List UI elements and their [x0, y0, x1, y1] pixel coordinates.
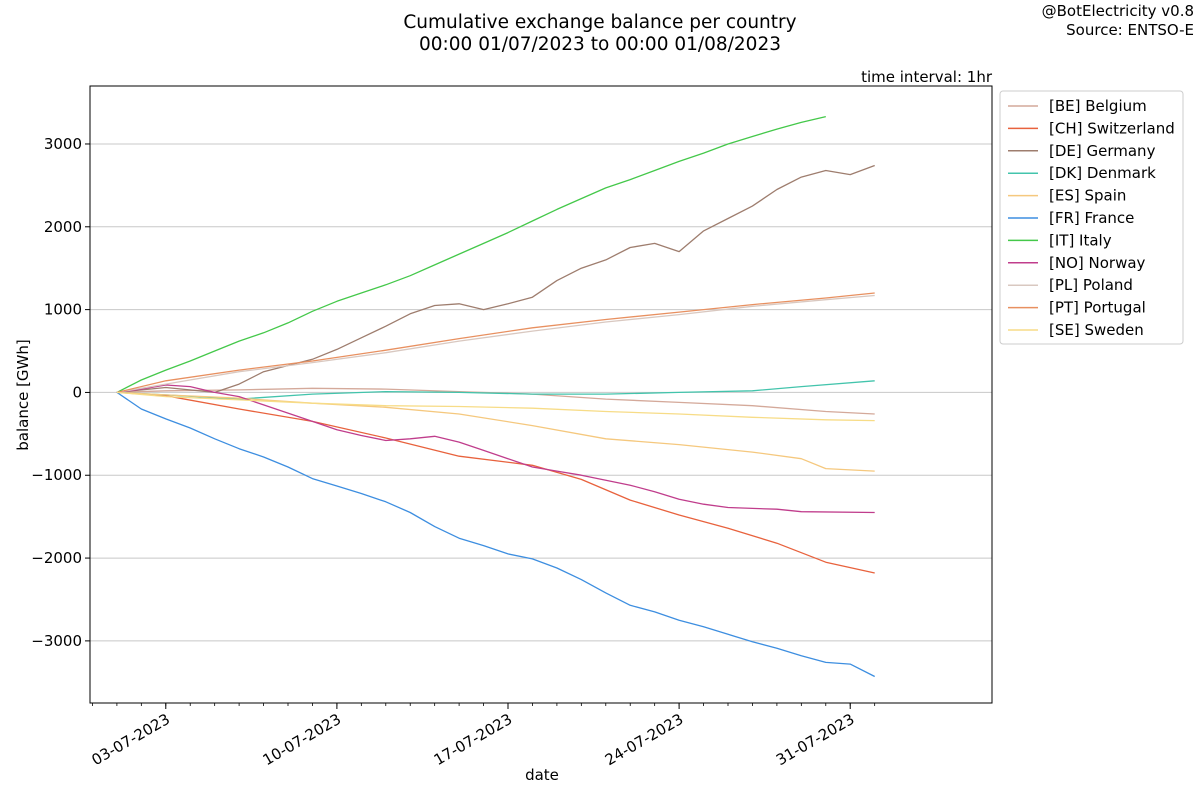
x-tick-label: 31-07-2023	[773, 710, 858, 769]
series-line-fr-france	[116, 391, 875, 678]
legend-label-be-belgium: [BE] Belgium	[1049, 97, 1147, 115]
grid	[90, 143, 992, 642]
legend-box	[999, 90, 1184, 345]
series-line-pt-portugal	[116, 292, 875, 394]
credit-line-2: Source: ENTSO-E	[1066, 21, 1194, 39]
x-tick-label: 24-07-2023	[602, 710, 687, 769]
legend-label-pt-portugal: [PT] Portugal	[1049, 299, 1146, 317]
series-line-it-italy	[116, 115, 826, 393]
legend-label-se-sweden: [SE] Sweden	[1049, 321, 1144, 339]
legend-label-no-norway: [NO] Norway	[1049, 254, 1146, 272]
series-line-es-spain	[116, 391, 875, 472]
y-tick-label: −3000	[31, 632, 82, 650]
title-line-1: Cumulative exchange balance per country	[403, 12, 797, 33]
series-line-pl-poland	[116, 294, 875, 394]
x-tick-label: 17-07-2023	[431, 710, 516, 769]
legend-label-es-spain: [ES] Spain	[1049, 187, 1126, 205]
legend: [BE] Belgium [CH] Switzerland [DE] Germany…	[999, 90, 1184, 345]
x-axis-label: date	[525, 766, 559, 784]
y-axis: 3000 2000 1000 0 −1000 −2000 −3000	[31, 135, 90, 650]
y-tick-label: 2000	[44, 218, 82, 236]
legend-label-it-italy: [IT] Italy	[1049, 231, 1112, 249]
series-line-se-sweden	[116, 391, 875, 422]
series-line-dk-denmark	[116, 380, 875, 400]
series-line-de-germany	[116, 164, 875, 394]
y-axis-label: balance [GWh]	[14, 339, 32, 451]
x-tick-label: 10-07-2023	[260, 710, 345, 769]
y-tick-label: −1000	[31, 466, 82, 484]
y-tick-label: 1000	[44, 301, 82, 319]
time-interval-label: time interval: 1hr	[861, 68, 992, 86]
legend-label-fr-france: [FR] France	[1049, 209, 1134, 227]
chart-title: Cumulative exchange balance per country …	[300, 12, 900, 56]
legend-label-ch-switzerland: [CH] Switzerland	[1049, 119, 1175, 137]
legend-label-dk-denmark: [DK] Denmark	[1049, 164, 1156, 182]
credit: @BotElectricity v0.8 Source: ENTSO-E	[1042, 2, 1194, 40]
series-line-no-norway	[116, 384, 875, 514]
y-tick-label: 3000	[44, 135, 82, 153]
legend-label-de-germany: [DE] Germany	[1049, 142, 1156, 160]
legend-label-pl-poland: [PL] Poland	[1049, 276, 1133, 294]
x-tick-label: 03-07-2023	[89, 710, 174, 769]
y-tick-label: 0	[72, 383, 82, 401]
plot-frame	[89, 85, 993, 704]
x-axis: 03-07-2023 10-07-2023 17-07-2023 24-07-2023…	[89, 703, 876, 769]
series-lines	[116, 115, 875, 678]
title-line-2: 00:00 01/07/2023 to 00:00 01/08/2023	[419, 34, 781, 55]
series-line-ch-switzerland	[116, 391, 875, 574]
y-tick-label: −2000	[31, 549, 82, 567]
credit-line-1: @BotElectricity v0.8	[1041, 2, 1194, 20]
